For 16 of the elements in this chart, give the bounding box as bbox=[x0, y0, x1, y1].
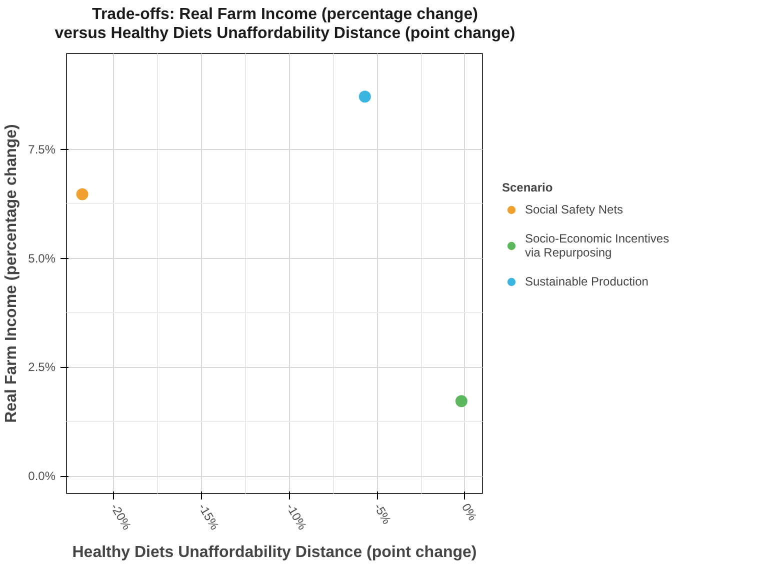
legend-label: Socio-Economic Incentives via Repurposing bbox=[525, 231, 670, 260]
x-axis-title: Healthy Diets Unaffordability Distance (point change) bbox=[72, 544, 477, 562]
legend-label: Social Safety Nets bbox=[525, 202, 624, 216]
chart-title: Trade-offs: Real Farm Income (percentage change) versus Healthy Diets Unaffordability Distance (point change) bbox=[54, 5, 516, 44]
point bbox=[76, 188, 88, 201]
y-axis-title: Real Farm Income (percentage change) bbox=[3, 124, 20, 424]
legend-title: Scenario bbox=[502, 180, 554, 194]
y-tick-label: 0.0% bbox=[28, 469, 56, 484]
legend-label: Sustainable Production bbox=[525, 274, 648, 288]
y-tick-label: 2.5% bbox=[28, 360, 56, 375]
y-tick-label: 7.5% bbox=[28, 142, 56, 157]
x-tick-label: 0% bbox=[458, 501, 480, 524]
point bbox=[455, 396, 468, 408]
y-tick-label: 5.0% bbox=[28, 252, 56, 266]
x-tick-label: -5% bbox=[371, 501, 394, 528]
point bbox=[358, 91, 371, 103]
